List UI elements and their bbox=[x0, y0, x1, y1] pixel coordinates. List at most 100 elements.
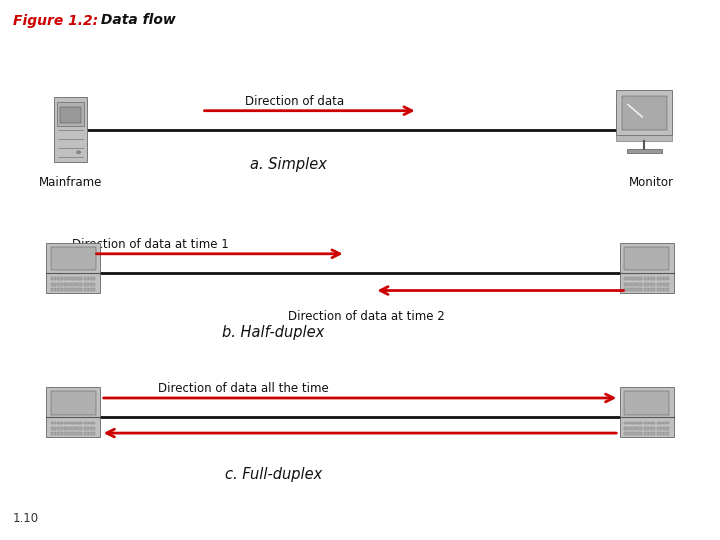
Text: c. Full-duplex: c. Full-duplex bbox=[225, 467, 323, 482]
Bar bbox=[644, 283, 649, 286]
Text: Data flow: Data flow bbox=[96, 14, 176, 28]
Bar bbox=[657, 422, 662, 424]
Bar bbox=[77, 427, 82, 430]
Text: Direction of data all the time: Direction of data all the time bbox=[158, 382, 329, 395]
Bar bbox=[644, 433, 649, 435]
Bar bbox=[624, 278, 629, 280]
Text: Figure 1.2:: Figure 1.2: bbox=[13, 14, 98, 28]
Bar bbox=[64, 427, 69, 430]
Bar bbox=[650, 288, 655, 291]
Bar bbox=[90, 433, 96, 435]
Bar bbox=[46, 243, 101, 273]
Bar bbox=[50, 278, 56, 280]
Bar bbox=[616, 135, 672, 141]
Bar bbox=[644, 422, 649, 424]
Bar bbox=[644, 278, 649, 280]
Bar bbox=[631, 288, 636, 291]
Circle shape bbox=[77, 151, 81, 154]
Bar bbox=[64, 283, 69, 286]
Text: 1.10: 1.10 bbox=[13, 512, 39, 525]
Bar bbox=[631, 283, 636, 286]
Bar bbox=[663, 422, 669, 424]
Text: Direction of data at time 1: Direction of data at time 1 bbox=[72, 238, 229, 251]
Bar bbox=[90, 427, 96, 430]
Bar bbox=[77, 283, 82, 286]
Bar bbox=[637, 283, 642, 286]
Bar bbox=[46, 417, 101, 437]
Bar bbox=[46, 387, 101, 417]
Bar bbox=[71, 422, 76, 424]
Bar bbox=[650, 433, 655, 435]
Bar bbox=[71, 427, 76, 430]
Bar bbox=[77, 288, 82, 291]
Bar bbox=[657, 433, 662, 435]
Bar bbox=[84, 433, 89, 435]
Bar bbox=[624, 288, 629, 291]
Bar bbox=[58, 433, 63, 435]
Bar bbox=[637, 278, 642, 280]
Bar bbox=[84, 278, 89, 280]
Bar bbox=[624, 392, 670, 415]
Bar bbox=[657, 278, 662, 280]
Bar bbox=[631, 278, 636, 280]
Bar bbox=[90, 278, 96, 280]
Bar bbox=[50, 422, 56, 424]
Bar bbox=[644, 427, 649, 430]
Bar bbox=[624, 433, 629, 435]
Bar bbox=[631, 433, 636, 435]
Bar bbox=[58, 422, 63, 424]
Text: b. Half-duplex: b. Half-duplex bbox=[222, 325, 325, 340]
Bar bbox=[624, 283, 629, 286]
Text: Mainframe: Mainframe bbox=[39, 176, 102, 188]
Bar bbox=[50, 288, 56, 291]
Bar bbox=[57, 102, 84, 126]
Bar bbox=[663, 427, 669, 430]
Bar bbox=[620, 273, 674, 293]
Bar bbox=[631, 422, 636, 424]
Bar bbox=[631, 427, 636, 430]
Bar bbox=[46, 273, 101, 293]
Bar bbox=[77, 433, 82, 435]
Bar bbox=[84, 427, 89, 430]
Text: Monitor: Monitor bbox=[629, 176, 674, 188]
Bar bbox=[637, 433, 642, 435]
Bar bbox=[64, 278, 69, 280]
Bar bbox=[71, 433, 76, 435]
Bar bbox=[60, 107, 81, 123]
Bar bbox=[64, 422, 69, 424]
Bar bbox=[624, 427, 629, 430]
Bar bbox=[650, 278, 655, 280]
Bar bbox=[90, 288, 96, 291]
Bar bbox=[663, 433, 669, 435]
Bar bbox=[657, 427, 662, 430]
Bar bbox=[84, 422, 89, 424]
Text: Direction of data: Direction of data bbox=[245, 95, 344, 108]
Bar bbox=[616, 90, 672, 135]
Bar bbox=[90, 283, 96, 286]
Bar bbox=[50, 247, 96, 271]
Bar bbox=[50, 392, 96, 415]
Text: Direction of data at time 2: Direction of data at time 2 bbox=[288, 310, 445, 323]
Bar bbox=[58, 427, 63, 430]
Bar bbox=[626, 149, 662, 153]
Bar bbox=[657, 283, 662, 286]
Bar bbox=[663, 278, 669, 280]
Bar bbox=[663, 288, 669, 291]
Bar bbox=[58, 283, 63, 286]
Bar bbox=[58, 278, 63, 280]
Bar bbox=[58, 288, 63, 291]
Bar bbox=[624, 247, 670, 271]
Bar bbox=[50, 427, 56, 430]
Bar bbox=[620, 387, 674, 417]
Bar bbox=[637, 422, 642, 424]
Bar bbox=[84, 288, 89, 291]
Bar bbox=[624, 422, 629, 424]
Bar bbox=[650, 427, 655, 430]
Bar bbox=[637, 288, 642, 291]
Bar bbox=[650, 422, 655, 424]
Bar bbox=[55, 97, 87, 162]
Bar bbox=[650, 283, 655, 286]
Bar bbox=[71, 283, 76, 286]
Bar bbox=[77, 278, 82, 280]
Bar bbox=[620, 417, 674, 437]
